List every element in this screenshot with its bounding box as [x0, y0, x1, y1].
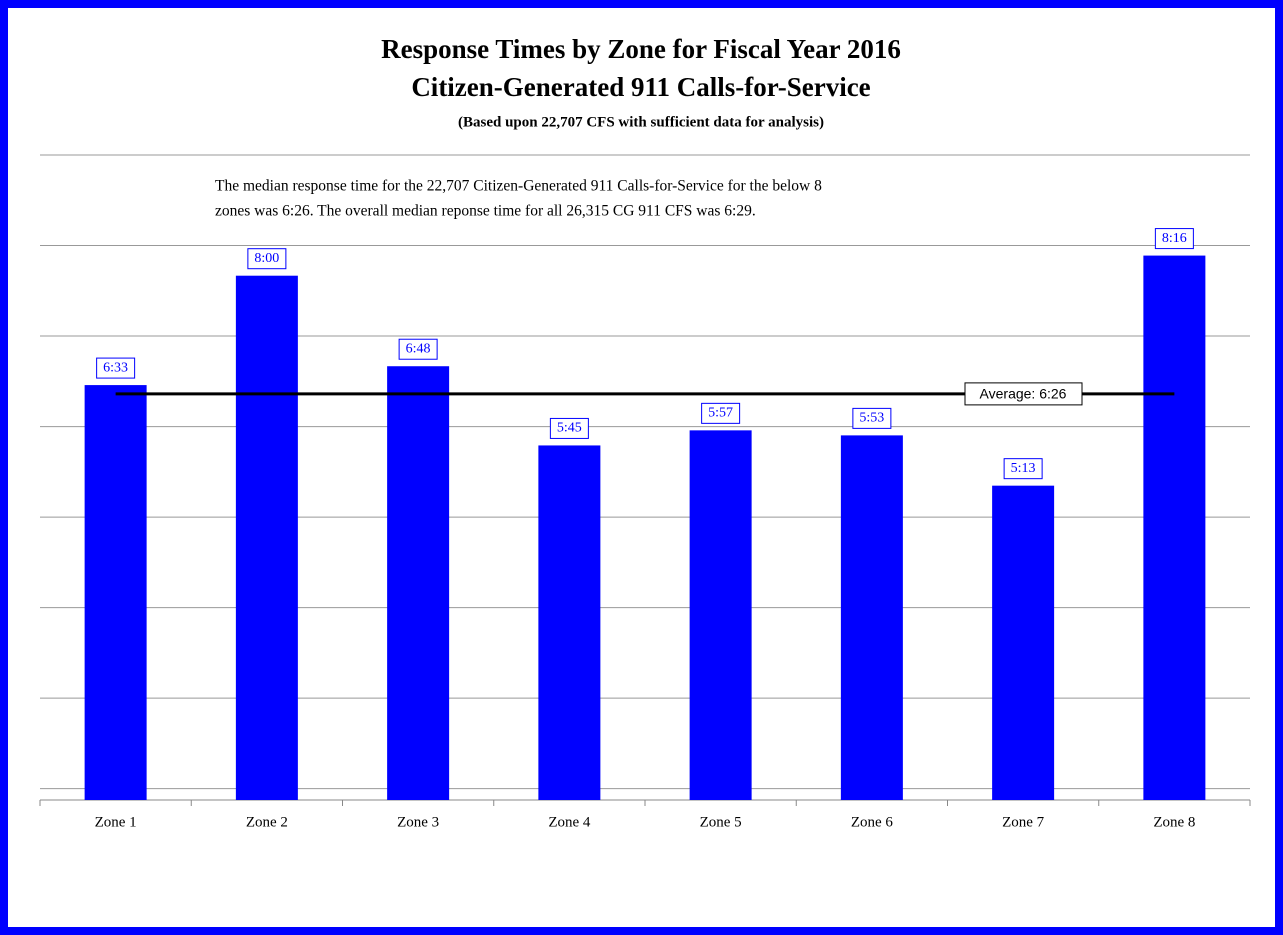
x-tick-label: Zone 4 [548, 814, 591, 830]
x-tick-label: Zone 3 [397, 814, 439, 830]
x-tick-label: Zone 7 [1002, 814, 1045, 830]
x-tick-label: Zone 6 [851, 814, 894, 830]
note: The median response time for the 22,707 … [215, 178, 822, 195]
average-label-box [964, 382, 1083, 406]
data-label-box [549, 417, 589, 439]
data-label-box [852, 407, 892, 429]
x-tick-label: Zone 1 [95, 814, 137, 830]
data-label-box [398, 338, 438, 360]
data-label: 6:48 [406, 341, 431, 356]
x-tick-label: Zone 8 [1153, 814, 1195, 830]
data-label-box [1154, 228, 1194, 250]
data-label-box [247, 248, 287, 270]
chart-title: Response Times by Zone for Fiscal Year 2… [381, 34, 901, 64]
data-label-box [96, 357, 136, 379]
chart-title: Citizen-Generated 911 Calls-for-Service [411, 72, 870, 102]
bar [235, 275, 298, 800]
chart-subtitle: (Based upon 22,707 CFS with sufficient d… [458, 114, 824, 130]
data-label: 5:13 [1011, 461, 1036, 476]
bar [689, 430, 752, 800]
data-label: 8:00 [254, 251, 279, 266]
data-label-box [701, 402, 741, 424]
x-tick-label: Zone 2 [246, 814, 288, 830]
average-label: Average: 6:26 [980, 386, 1067, 402]
bar [1143, 255, 1206, 800]
data-label: 5:45 [557, 421, 582, 436]
data-label: 8:16 [1162, 231, 1187, 246]
x-tick-label: Zone 5 [700, 814, 742, 830]
bar [840, 435, 903, 800]
bar [538, 445, 601, 800]
bar [387, 366, 450, 800]
data-label-box [1003, 458, 1043, 480]
note: zones was 6:26. The overall median repon… [215, 203, 756, 220]
bar [84, 385, 147, 800]
data-label: 5:53 [859, 411, 884, 426]
bar [992, 485, 1055, 800]
data-label: 5:57 [708, 406, 733, 421]
data-label: 6:33 [103, 360, 128, 375]
